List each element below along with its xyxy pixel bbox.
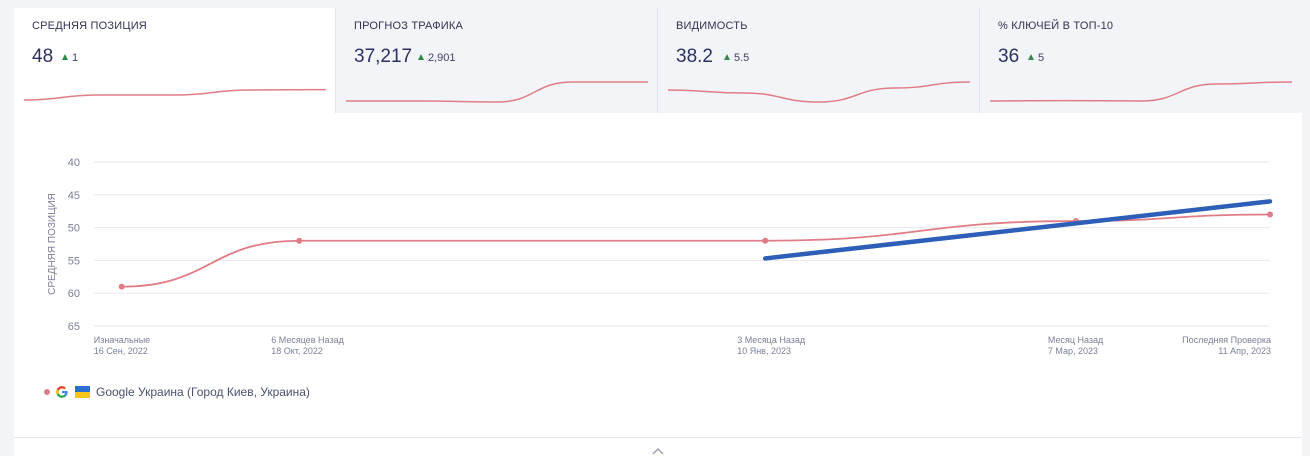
metric-value: 37,217	[354, 46, 413, 67]
x-tick-date: 16 Сен, 2022	[94, 346, 148, 356]
metric-card-top10-keys[interactable]: % КЛЮЧЕЙ В ТОП-10 36 5	[980, 8, 1302, 113]
legend[interactable]: Google Украина (Город Киев, Украина)	[44, 384, 310, 400]
metric-value: 48	[32, 46, 54, 67]
metric-value: 38.2	[676, 46, 713, 67]
metric-delta-value: 5	[1038, 52, 1045, 64]
metric-title: % КЛЮЧЕЙ В ТОП-10	[998, 20, 1114, 32]
x-tick-date: 18 Окт, 2022	[271, 346, 323, 356]
divider	[14, 437, 1302, 438]
data-point[interactable]	[296, 237, 303, 244]
x-tick-label: Изначальные	[94, 335, 150, 345]
y-tick-label: 50	[68, 223, 80, 235]
x-tick-date: 7 Мар, 2023	[1048, 346, 1098, 356]
sparkline	[990, 81, 1292, 102]
x-tick-label: 6 Месяцев Назад	[271, 335, 344, 345]
y-tick-label: 40	[68, 157, 80, 169]
trend-line	[762, 199, 1273, 261]
metric-delta-value: 2,901	[428, 52, 456, 64]
y-tick-label: 65	[68, 321, 80, 333]
chart-panel	[14, 113, 1302, 456]
arrow-up-icon	[62, 54, 68, 60]
metric-title: СРЕДНЯЯ ПОЗИЦИЯ	[32, 20, 147, 32]
google-logo-icon	[56, 386, 68, 398]
metric-delta-value: 5.5	[734, 52, 750, 64]
metrics-bar: СРЕДНЯЯ ПОЗИЦИЯ 48 1 ПРОГНОЗ ТРАФИКА 37,…	[14, 8, 1302, 113]
x-tick-label: 3 Месяца Назад	[737, 335, 806, 345]
metric-card-traffic-forecast[interactable]: ПРОГНОЗ ТРАФИКА 37,217 2,901	[336, 8, 658, 113]
arrow-up-icon	[724, 54, 730, 60]
sparkline	[24, 88, 326, 101]
sparkline-path	[346, 81, 648, 103]
y-tick-label: 45	[68, 190, 80, 202]
series-dot-icon	[44, 389, 50, 395]
arrow-up-icon	[1028, 54, 1034, 60]
x-tick-label: Последняя Проверка	[1182, 335, 1271, 345]
ukraine-flag-icon	[75, 386, 90, 398]
data-point[interactable]	[762, 237, 769, 244]
sparkline-path	[668, 81, 970, 103]
chevron-up-icon[interactable]	[651, 446, 665, 456]
metric-card-avg-position[interactable]: СРЕДНЯЯ ПОЗИЦИЯ 48 1	[14, 8, 336, 113]
metric-title: ВИДИМОСТЬ	[676, 20, 748, 32]
data-point[interactable]	[118, 283, 125, 290]
y-tick-label: 60	[68, 288, 80, 300]
series-line	[121, 213, 1271, 288]
metric-delta-value: 1	[72, 52, 79, 64]
y-axis-label: СРЕДНЯЯ ПОЗИЦИЯ	[47, 193, 58, 295]
sparkline-path	[990, 81, 1292, 102]
legend-label: Google Украина (Город Киев, Украина)	[96, 385, 310, 399]
metric-value: 36	[998, 46, 1020, 67]
sparkline-path	[24, 88, 326, 101]
x-tick-label: Месяц Назад	[1048, 335, 1104, 345]
y-tick-label: 55	[68, 255, 80, 267]
metric-delta: 2,901	[418, 52, 456, 64]
x-tick-date: 11 Апр, 2023	[1218, 346, 1271, 356]
metric-title: ПРОГНОЗ ТРАФИКА	[354, 20, 464, 32]
x-tick-date: 10 Янв, 2023	[737, 346, 791, 356]
sparkline	[668, 81, 970, 103]
metric-delta: 5	[1028, 52, 1044, 64]
data-point[interactable]	[1267, 211, 1273, 218]
series	[118, 199, 1273, 290]
metric-delta: 5.5	[724, 52, 749, 64]
metric-delta: 1	[62, 52, 78, 64]
arrow-up-icon	[418, 54, 424, 60]
grid	[94, 161, 1270, 327]
metric-card-visibility[interactable]: ВИДИМОСТЬ 38.2 5.5	[658, 8, 980, 113]
sparkline	[346, 81, 648, 103]
